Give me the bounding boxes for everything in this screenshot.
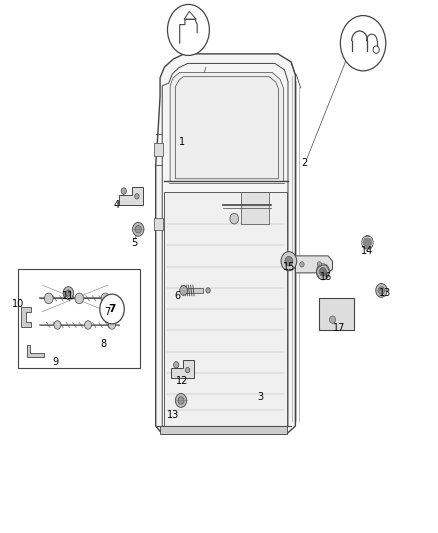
Circle shape: [300, 262, 304, 267]
Text: 7: 7: [105, 306, 111, 317]
Circle shape: [121, 188, 127, 194]
Circle shape: [378, 287, 385, 294]
Circle shape: [101, 293, 110, 304]
Polygon shape: [170, 72, 284, 181]
Circle shape: [281, 252, 297, 271]
Circle shape: [135, 225, 141, 233]
Text: 1: 1: [179, 136, 185, 147]
Polygon shape: [155, 54, 295, 434]
Text: 16: 16: [320, 272, 332, 282]
Circle shape: [317, 262, 321, 267]
Circle shape: [135, 193, 139, 199]
Circle shape: [100, 294, 124, 324]
Circle shape: [175, 393, 187, 407]
Circle shape: [206, 288, 210, 293]
Polygon shape: [21, 308, 31, 327]
Circle shape: [376, 284, 387, 297]
Circle shape: [230, 213, 239, 224]
Text: 3: 3: [258, 392, 264, 402]
Text: 9: 9: [52, 357, 58, 367]
Circle shape: [373, 46, 379, 53]
Text: 12: 12: [176, 376, 188, 386]
Text: 4: 4: [113, 200, 120, 211]
Circle shape: [319, 268, 326, 276]
Text: 7: 7: [108, 304, 116, 314]
Circle shape: [285, 256, 293, 266]
Bar: [319, 298, 354, 330]
Circle shape: [180, 286, 187, 295]
Circle shape: [185, 368, 190, 373]
Circle shape: [173, 362, 179, 368]
Text: 17: 17: [333, 322, 345, 333]
Text: 5: 5: [131, 238, 137, 247]
Polygon shape: [27, 345, 44, 357]
Circle shape: [362, 236, 373, 249]
Circle shape: [133, 222, 144, 236]
Text: 14: 14: [361, 246, 374, 255]
Circle shape: [109, 321, 116, 329]
Bar: [241, 192, 269, 224]
Polygon shape: [171, 360, 194, 378]
Text: 8: 8: [100, 338, 106, 349]
Circle shape: [66, 290, 71, 296]
Polygon shape: [160, 426, 287, 434]
Text: 13: 13: [379, 288, 391, 298]
Polygon shape: [164, 192, 287, 426]
Text: 15: 15: [283, 262, 295, 271]
Circle shape: [329, 316, 336, 324]
Polygon shape: [295, 256, 332, 273]
Text: 6: 6: [174, 290, 180, 301]
Text: 2: 2: [301, 158, 307, 168]
Circle shape: [44, 293, 53, 304]
Bar: [18, 269, 141, 368]
Bar: [153, 217, 163, 230]
Circle shape: [316, 264, 329, 280]
Text: 11: 11: [62, 290, 74, 301]
Circle shape: [167, 4, 209, 55]
Circle shape: [54, 321, 61, 329]
Circle shape: [63, 287, 74, 300]
Circle shape: [178, 397, 184, 404]
Text: 10: 10: [12, 298, 24, 309]
Bar: [153, 143, 163, 156]
Bar: [186, 288, 203, 293]
Circle shape: [85, 321, 92, 329]
Polygon shape: [119, 187, 143, 205]
Circle shape: [75, 293, 84, 304]
Text: 13: 13: [167, 410, 179, 421]
Circle shape: [340, 15, 386, 71]
